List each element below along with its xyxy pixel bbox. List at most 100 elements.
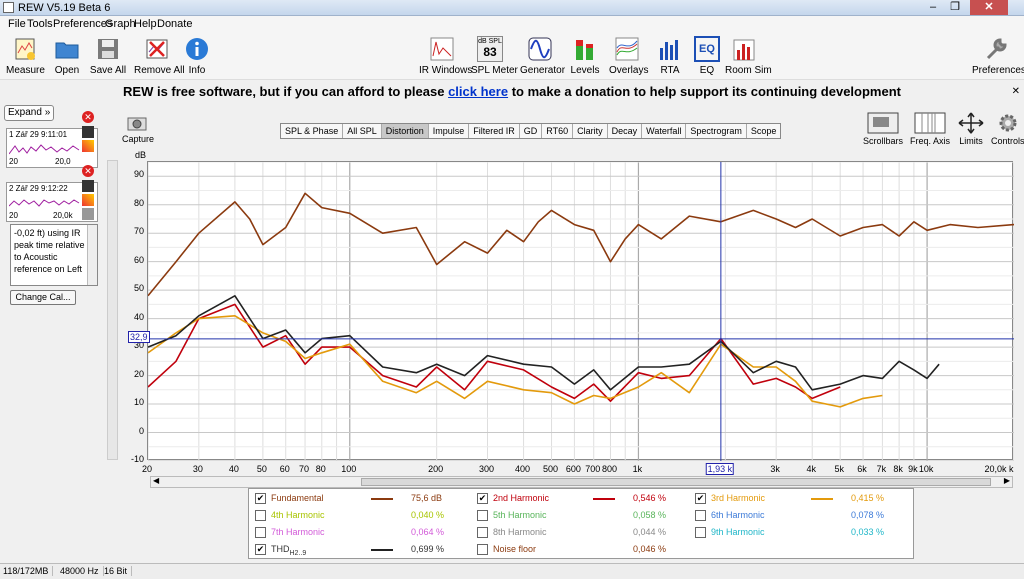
trace-checkbox[interactable] <box>477 527 488 538</box>
tab-decay[interactable]: Decay <box>608 124 643 138</box>
trace-name: THDH2..9 <box>271 544 307 557</box>
eq-button[interactable]: EQ EQ <box>694 36 720 76</box>
rta-button[interactable]: RTA <box>656 36 684 76</box>
trace-value: 0,546 % <box>633 493 667 503</box>
pen-icon[interactable] <box>82 126 94 138</box>
menu-graph[interactable]: Graph <box>105 18 136 30</box>
cursor-x-label: 1,93 k <box>705 463 735 475</box>
close-button[interactable]: ✕ <box>970 0 1008 15</box>
change-cal-button[interactable]: Change Cal... <box>10 290 76 305</box>
preferences-button[interactable]: Preferences <box>972 36 1024 76</box>
maximize-button[interactable]: ❐ <box>950 1 960 13</box>
series-line <box>147 303 841 402</box>
x-tick-label: 10k <box>918 464 934 474</box>
spl-meter-button[interactable]: dB SPL 83 SPL Meter <box>471 36 518 76</box>
panel-splitter[interactable] <box>107 160 118 460</box>
trace-color-swatch[interactable] <box>811 498 833 500</box>
expand-button[interactable]: Expand » <box>4 105 54 121</box>
trace-checkbox[interactable] <box>255 510 266 521</box>
tab-spl-phase[interactable]: SPL & Phase <box>281 124 344 138</box>
trace-checkbox[interactable]: ✔ <box>255 493 266 504</box>
tab-all-spl[interactable]: All SPL <box>343 124 382 138</box>
scrollbars-icon <box>867 112 899 134</box>
scroll-right-icon[interactable]: ▶ <box>1003 476 1010 485</box>
trace-checkbox[interactable] <box>255 527 266 538</box>
y-tick-label: -10 <box>130 454 144 464</box>
remove-all-button[interactable]: Remove All <box>134 36 185 76</box>
minimize-button[interactable]: – <box>929 1 937 13</box>
room-sim-button[interactable]: Room Sim <box>725 36 772 76</box>
tab-impulse[interactable]: Impulse <box>429 124 470 138</box>
panel-close-icon[interactable]: ✕ <box>82 111 94 123</box>
controls-button[interactable]: Controls <box>991 112 1024 146</box>
capture-button[interactable]: Capture <box>122 114 154 144</box>
trace-name: 6th Harmonic <box>711 510 765 520</box>
trace-checkbox[interactable] <box>477 544 488 555</box>
tab-distortion[interactable]: Distortion <box>381 124 429 138</box>
tab-spectrogram[interactable]: Spectrogram <box>686 124 747 138</box>
info-scrollbar[interactable] <box>87 225 97 285</box>
freq-axis-button[interactable]: Freq. Axis <box>909 112 951 146</box>
tab-filtered-ir[interactable]: Filtered IR <box>469 124 520 138</box>
donate-link[interactable]: click here <box>448 84 509 99</box>
x-tick-label: 5k <box>834 464 844 474</box>
levels-button[interactable]: Levels <box>569 36 601 76</box>
color-icon[interactable] <box>82 194 94 206</box>
legend-row: ✔ Fundamental 75,6 dB ✔ 2nd Harmonic 0,546 % ✔… <box>249 490 915 507</box>
banner-close-icon[interactable]: ✕ <box>1011 86 1020 97</box>
menu-preferences[interactable]: Preferences <box>53 18 113 30</box>
trace-value: 0,046 % <box>633 544 667 554</box>
trace-checkbox[interactable]: ✔ <box>695 493 706 504</box>
y-tick-label: 20 <box>133 368 144 379</box>
trace-checkbox[interactable] <box>695 527 706 538</box>
scrollbar-thumb[interactable] <box>361 478 991 486</box>
trace-name: 2nd Harmonic <box>493 493 550 503</box>
save-small-icon[interactable] <box>82 208 94 220</box>
title-bar: REW V5.19 Beta 6 – ❐ ✕ <box>0 0 1024 16</box>
trace-checkbox[interactable] <box>477 510 488 521</box>
menu-help[interactable]: Help <box>134 18 157 30</box>
camera-icon <box>127 117 147 131</box>
scroll-left-icon[interactable]: ◀ <box>153 476 160 485</box>
cursor-y-label: 32,9 <box>128 331 150 343</box>
x-tick-label: 800 <box>601 464 617 474</box>
pen-icon[interactable] <box>82 180 94 192</box>
menu-tools[interactable]: Tools <box>27 18 53 30</box>
distortion-graph[interactable] <box>147 161 1015 462</box>
trace-color-swatch[interactable] <box>593 498 615 500</box>
menu-file[interactable]: File <box>8 18 26 30</box>
y-tick-label: 90 <box>133 169 144 180</box>
freq-axis-icon <box>914 112 946 134</box>
trace-checkbox[interactable]: ✔ <box>477 493 488 504</box>
tab-clarity[interactable]: Clarity <box>573 124 608 138</box>
graph-horizontal-scrollbar[interactable]: ◀ ▶ <box>150 476 1013 488</box>
ir-windows-button[interactable]: IR Windows <box>419 36 472 76</box>
app-icon <box>3 2 14 13</box>
measure-button[interactable]: Measure <box>6 36 45 76</box>
info-button[interactable]: Info <box>184 36 210 76</box>
trace-checkbox[interactable]: ✔ <box>255 544 266 555</box>
distortion-plot[interactable] <box>147 161 1015 462</box>
trace-checkbox[interactable] <box>695 510 706 521</box>
trace-color-swatch[interactable] <box>371 498 393 500</box>
tab-gd[interactable]: GD <box>520 124 543 138</box>
x-tick-label: 700 <box>585 464 601 474</box>
x-tick-label: 30 <box>192 464 203 474</box>
save-all-button[interactable]: Save All <box>89 36 127 76</box>
tab-waterfall[interactable]: Waterfall <box>642 124 687 138</box>
trace-name: 9th Harmonic <box>711 527 765 537</box>
color-icon[interactable] <box>82 140 94 152</box>
save-icon <box>98 39 118 59</box>
series-line <box>147 295 940 391</box>
scrollbars-button[interactable]: Scrollbars <box>862 112 904 146</box>
overlays-button[interactable]: Overlays <box>609 36 648 76</box>
generator-button[interactable]: Generator <box>520 36 565 76</box>
series-line <box>147 315 883 408</box>
trace-color-swatch[interactable] <box>371 549 393 551</box>
limits-button[interactable]: Limits <box>955 112 987 146</box>
menu-donate[interactable]: Donate <box>157 18 193 30</box>
open-button[interactable]: Open <box>50 36 84 76</box>
measurement-close-icon[interactable]: ✕ <box>82 165 94 177</box>
tab-scope[interactable]: Scope <box>750 126 777 136</box>
tab-rt60[interactable]: RT60 <box>542 124 574 138</box>
